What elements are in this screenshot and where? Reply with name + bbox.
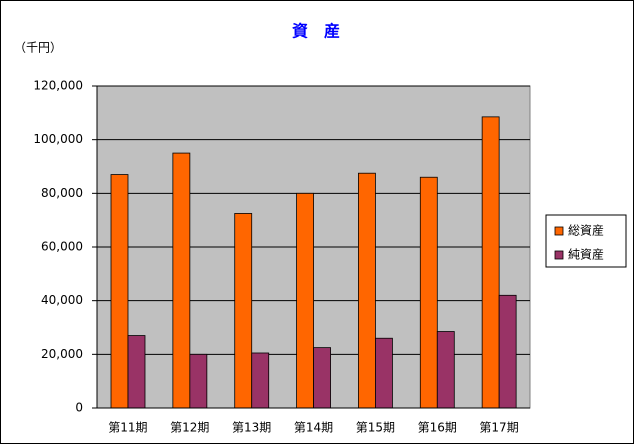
x-tick-label: 第17期 <box>479 421 518 435</box>
x-tick-label: 第12期 <box>170 421 209 435</box>
x-tick-label: 第11期 <box>108 421 147 435</box>
bar <box>172 152 191 409</box>
legend-swatch <box>554 250 564 260</box>
legend-swatch <box>554 226 564 236</box>
y-tick-label: 120,000 <box>33 79 83 93</box>
bar <box>313 347 331 409</box>
y-tick-label: 40,000 <box>41 293 83 307</box>
bar <box>234 213 253 409</box>
legend-label: 純資産 <box>568 247 604 262</box>
legend-label: 総資産 <box>568 223 604 238</box>
bar <box>189 353 208 409</box>
x-tick-label: 第14期 <box>294 421 333 435</box>
y-tick-label: 60,000 <box>41 240 83 254</box>
bar <box>251 352 270 409</box>
bar <box>419 176 438 409</box>
y-tick-label: 80,000 <box>41 186 83 200</box>
bar <box>127 335 146 409</box>
bar <box>296 192 314 409</box>
y-tick-label: 20,000 <box>41 347 83 361</box>
y-tick-label: 0 <box>75 401 83 415</box>
bar <box>110 174 129 409</box>
bar <box>481 116 500 409</box>
bar <box>358 172 376 409</box>
y-unit: （千円） <box>14 41 62 55</box>
bar <box>375 337 393 409</box>
x-tick-label: 第16期 <box>418 421 457 435</box>
x-tick-label: 第15期 <box>356 421 395 435</box>
bar <box>436 331 455 409</box>
x-tick-label: 第13期 <box>232 421 271 435</box>
chart-title: 資 産 <box>292 22 340 41</box>
bar <box>498 294 517 409</box>
y-tick-label: 100,000 <box>33 132 83 146</box>
